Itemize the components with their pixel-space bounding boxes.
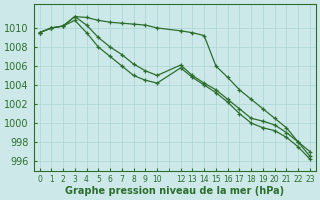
X-axis label: Graphe pression niveau de la mer (hPa): Graphe pression niveau de la mer (hPa) [65,186,284,196]
